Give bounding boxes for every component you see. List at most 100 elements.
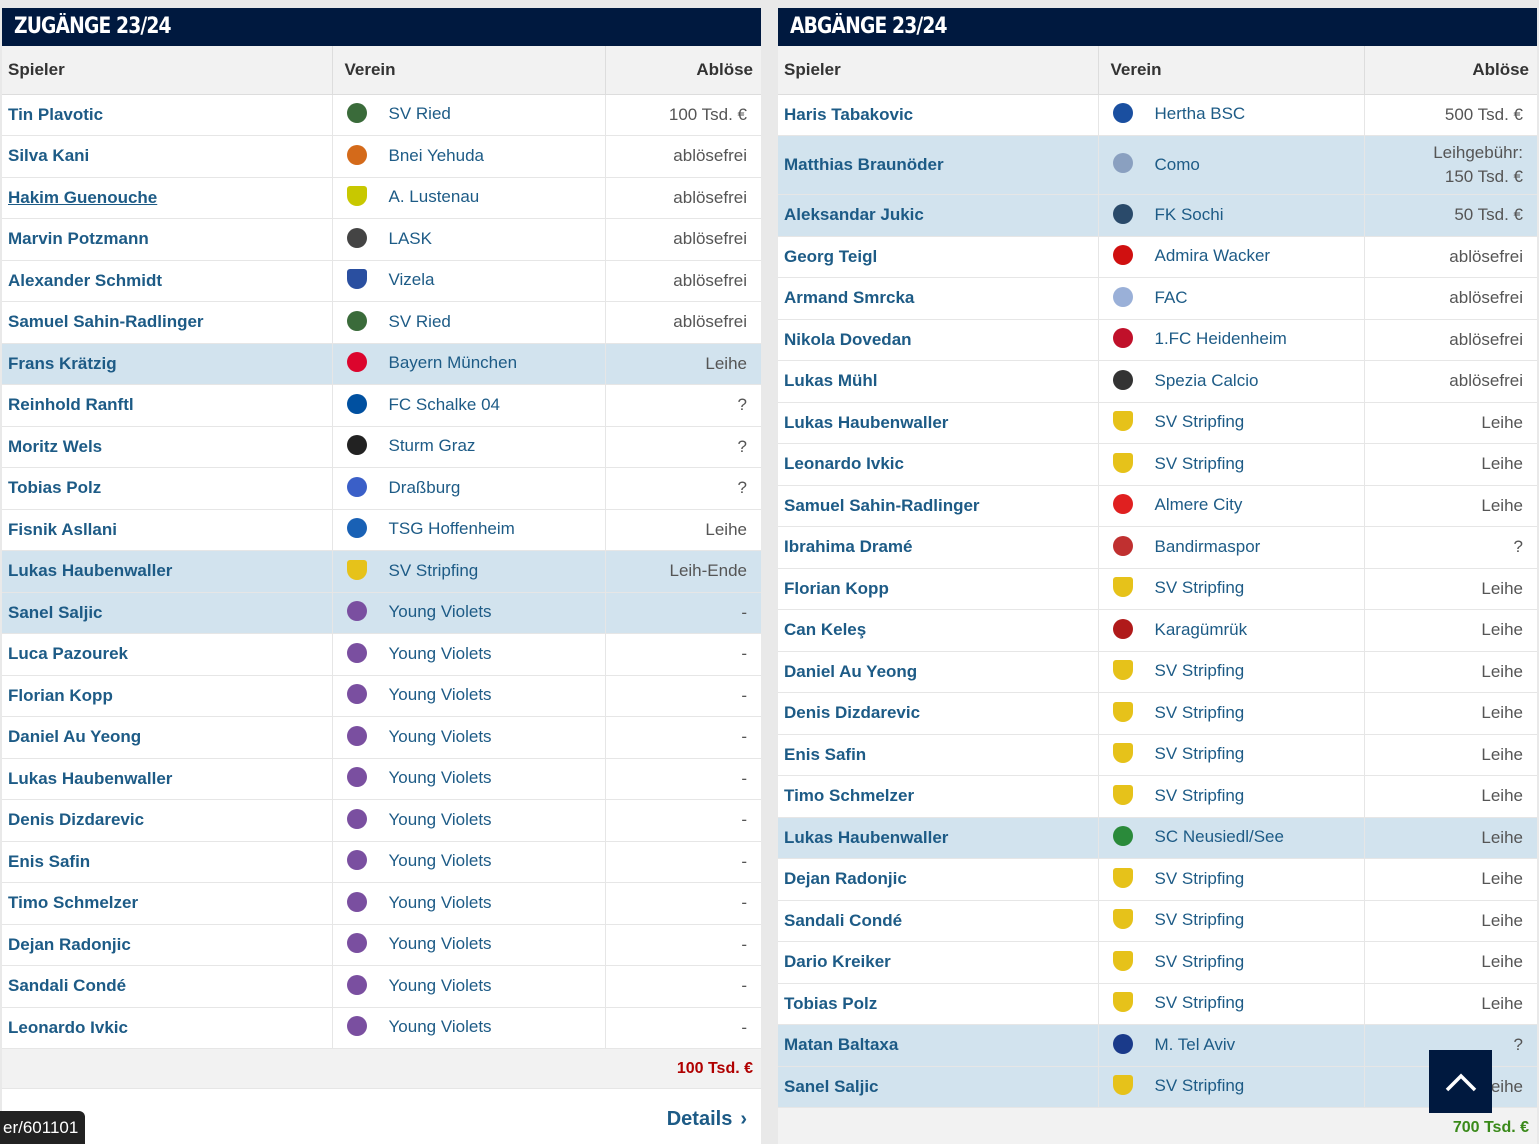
club-crest-icon[interactable] xyxy=(346,642,367,663)
player-link[interactable]: Florian Kopp xyxy=(778,568,1098,610)
club-crest-icon[interactable] xyxy=(346,974,367,995)
club-link[interactable]: Young Violets xyxy=(388,602,492,622)
club-crest-icon[interactable] xyxy=(346,310,367,331)
player-link[interactable]: Tin Plavotic xyxy=(2,94,332,136)
club-crest-icon[interactable] xyxy=(1112,577,1133,597)
club-link[interactable]: Young Violets xyxy=(388,643,492,663)
club-crest-icon[interactable] xyxy=(346,808,367,829)
club-crest-icon[interactable] xyxy=(346,684,367,704)
club-link[interactable]: A. Lustenau xyxy=(388,187,480,207)
player-link[interactable]: Denis Dizdarevic xyxy=(778,692,1098,735)
club-link[interactable]: SV Stripfing xyxy=(1154,910,1245,930)
club-link[interactable]: Bandirmaspor xyxy=(1154,536,1261,556)
player-link[interactable]: Ibrahima Dramé xyxy=(778,526,1098,569)
player-link[interactable]: Sandali Condé xyxy=(2,965,332,1008)
player-link[interactable]: Timo Schmelzer xyxy=(2,882,332,925)
club-link[interactable]: Young Violets xyxy=(388,851,492,871)
club-crest-icon[interactable] xyxy=(1112,103,1133,123)
club-crest-icon[interactable] xyxy=(346,144,367,165)
player-link[interactable]: Sanel Saljic xyxy=(2,592,332,634)
club-link[interactable]: Young Violets xyxy=(388,768,492,788)
club-crest-icon[interactable] xyxy=(1112,369,1133,390)
club-crest-icon[interactable] xyxy=(346,186,367,206)
club-link[interactable]: Young Violets xyxy=(388,1017,492,1037)
club-link[interactable]: Hertha BSC xyxy=(1154,104,1246,124)
club-crest-icon[interactable] xyxy=(346,352,367,372)
club-link[interactable]: SV Stripfing xyxy=(388,560,479,580)
club-link[interactable]: M. Tel Aviv xyxy=(1154,1034,1236,1054)
club-link[interactable]: SV Stripfing xyxy=(1154,412,1245,432)
player-link[interactable]: Samuel Sahin-Radlinger xyxy=(778,485,1098,527)
club-link[interactable]: Almere City xyxy=(1154,495,1243,515)
club-crest-icon[interactable] xyxy=(1112,992,1133,1012)
club-link[interactable]: SV Stripfing xyxy=(1154,453,1245,473)
club-link[interactable]: Draßburg xyxy=(388,477,461,497)
player-link[interactable]: Fisnik Asllani xyxy=(2,509,332,551)
details-link[interactable]: Details › xyxy=(667,1108,747,1131)
player-link[interactable]: Leonardo Ivkic xyxy=(2,1007,332,1049)
player-link[interactable]: Luca Pazourek xyxy=(2,633,332,676)
club-link[interactable]: Vizela xyxy=(388,270,435,290)
club-crest-icon[interactable] xyxy=(346,933,367,953)
player-link[interactable]: Matan Baltaxa xyxy=(778,1024,1098,1067)
player-link[interactable]: Can Keleş xyxy=(778,609,1098,652)
club-link[interactable]: Spezia Calcio xyxy=(1154,370,1259,390)
club-crest-icon[interactable] xyxy=(346,269,367,289)
club-crest-icon[interactable] xyxy=(346,601,367,621)
club-crest-icon[interactable] xyxy=(1112,701,1133,722)
club-crest-icon[interactable] xyxy=(1112,660,1133,680)
player-link[interactable]: Tobias Polz xyxy=(778,983,1098,1025)
club-crest-icon[interactable] xyxy=(1112,411,1133,431)
player-link[interactable]: Nikola Dovedan xyxy=(778,319,1098,361)
club-crest-icon[interactable] xyxy=(346,767,367,787)
club-link[interactable]: FC Schalke 04 xyxy=(388,394,501,414)
club-crest-icon[interactable] xyxy=(346,559,367,580)
club-link[interactable]: Young Violets xyxy=(388,809,492,829)
club-crest-icon[interactable] xyxy=(346,1016,367,1036)
player-link[interactable]: Armand Smrcka xyxy=(778,277,1098,320)
club-link[interactable]: SV Stripfing xyxy=(1154,744,1245,764)
club-link[interactable]: SV Ried xyxy=(388,104,451,124)
club-crest-icon[interactable] xyxy=(1112,328,1133,348)
club-link[interactable]: Admira Wacker xyxy=(1154,246,1271,266)
club-link[interactable]: Bnei Yehuda xyxy=(388,145,485,165)
club-link[interactable]: SC Neusiedl/See xyxy=(1154,827,1284,847)
club-link[interactable]: SV Stripfing xyxy=(1154,702,1245,722)
player-link[interactable]: Hakim Guenouche xyxy=(2,177,332,219)
club-crest-icon[interactable] xyxy=(1112,909,1133,929)
player-link[interactable]: Leonardo Ivkic xyxy=(778,443,1098,486)
club-crest-icon[interactable] xyxy=(346,518,367,538)
club-link[interactable]: Como xyxy=(1154,154,1200,174)
player-link[interactable]: Moritz Wels xyxy=(2,426,332,468)
player-link[interactable]: Tobias Polz xyxy=(2,467,332,510)
player-link[interactable]: Daniel Au Yeong xyxy=(2,716,332,759)
player-link[interactable]: Reinhold Ranftl xyxy=(2,384,332,427)
player-link[interactable]: Marvin Potzmann xyxy=(2,218,332,261)
club-crest-icon[interactable] xyxy=(1112,1033,1133,1054)
player-link[interactable]: Haris Tabakovic xyxy=(778,94,1098,136)
player-link[interactable]: Lukas Mühl xyxy=(778,360,1098,403)
club-link[interactable]: SV Stripfing xyxy=(1154,951,1245,971)
player-link[interactable]: Denis Dizdarevic xyxy=(2,799,332,842)
scroll-to-top-button[interactable] xyxy=(1429,1050,1492,1113)
club-link[interactable]: Young Violets xyxy=(388,892,492,912)
club-link[interactable]: SV Stripfing xyxy=(1154,578,1245,598)
club-crest-icon[interactable] xyxy=(346,891,367,912)
player-link[interactable]: Sanel Saljic xyxy=(778,1066,1098,1108)
club-link[interactable]: Young Violets xyxy=(388,975,492,995)
club-crest-icon[interactable] xyxy=(1112,1075,1133,1095)
club-link[interactable]: SV Stripfing xyxy=(1154,785,1245,805)
club-crest-icon[interactable] xyxy=(1112,784,1133,805)
club-link[interactable]: FK Sochi xyxy=(1154,204,1224,224)
club-crest-icon[interactable] xyxy=(1112,743,1133,763)
club-link[interactable]: SV Stripfing xyxy=(1154,868,1245,888)
club-crest-icon[interactable] xyxy=(346,393,367,414)
club-link[interactable]: SV Stripfing xyxy=(1154,993,1245,1013)
player-link[interactable]: Timo Schmelzer xyxy=(778,775,1098,818)
club-crest-icon[interactable] xyxy=(1112,618,1133,639)
player-link[interactable]: Matthias Braunöder xyxy=(778,135,1098,195)
club-crest-icon[interactable] xyxy=(1112,153,1133,174)
club-link[interactable]: SV Stripfing xyxy=(1154,1076,1245,1096)
player-link[interactable]: Silva Kani xyxy=(2,135,332,178)
club-link[interactable]: FAC xyxy=(1154,287,1188,307)
